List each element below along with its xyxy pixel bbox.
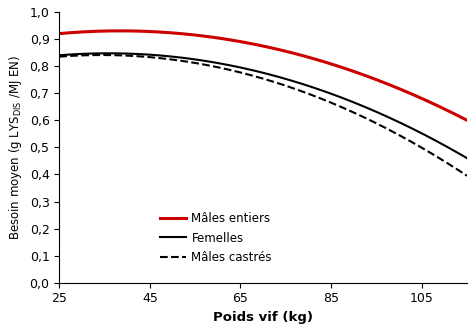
Mâles castrés <box>190 61 196 65</box>
Line: Femelles: Femelles <box>59 53 467 158</box>
Mâles castrés <box>354 112 359 116</box>
Mâles castrés <box>352 111 357 115</box>
Legend: Mâles entiers, Femelles, Mâles castrés: Mâles entiers, Femelles, Mâles castrés <box>155 207 277 269</box>
Mâles castrés <box>98 53 104 57</box>
Femelles <box>464 156 470 160</box>
Femelles <box>352 101 357 105</box>
Femelles <box>314 87 319 91</box>
Y-axis label: Besoin moyen (g LYS$_{\mathregular{DIS}}$ /MJ EN): Besoin moyen (g LYS$_{\mathregular{DIS}}… <box>7 55 24 240</box>
Femelles <box>190 57 196 61</box>
Mâles entiers <box>117 29 122 33</box>
Femelles <box>56 53 62 57</box>
Femelles <box>107 51 112 55</box>
Mâles castrés <box>56 55 62 59</box>
Mâles castrés <box>107 53 112 57</box>
Line: Mâles entiers: Mâles entiers <box>59 31 467 120</box>
Mâles entiers <box>56 32 62 36</box>
Mâles entiers <box>354 71 359 74</box>
Mâles entiers <box>464 118 470 122</box>
Mâles entiers <box>190 33 196 37</box>
Femelles <box>219 62 225 66</box>
Mâles entiers <box>105 29 111 33</box>
Mâles entiers <box>219 36 225 40</box>
Mâles castrés <box>219 66 225 70</box>
Femelles <box>105 51 111 55</box>
Line: Mâles castrés: Mâles castrés <box>59 55 467 176</box>
Femelles <box>354 102 359 106</box>
Mâles castrés <box>464 174 470 178</box>
X-axis label: Poids vif (kg): Poids vif (kg) <box>213 311 313 324</box>
Mâles entiers <box>352 70 357 74</box>
Mâles castrés <box>314 95 319 99</box>
Mâles entiers <box>314 58 319 62</box>
